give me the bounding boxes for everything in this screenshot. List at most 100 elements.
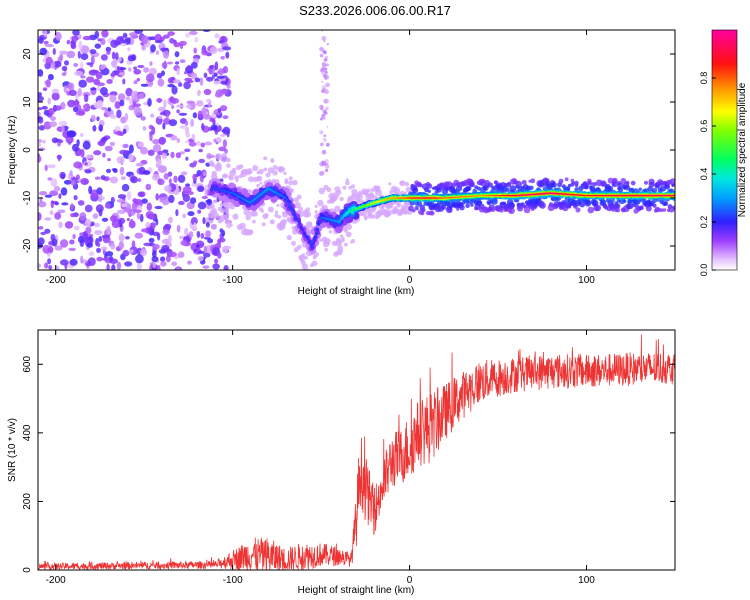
spectrogram-noise-cell: [97, 38, 103, 42]
spectrogram-halo-cell: [466, 186, 472, 191]
spectrogram-noise-cell: [214, 33, 220, 39]
spectrogram-ridge-cell: [491, 194, 494, 197]
snr-xtick-label: 0: [407, 575, 413, 586]
spectrogram-noise-cell: [87, 233, 94, 237]
spectrogram-ridge-cell: [400, 197, 403, 199]
spectrogram-noise-cell: [203, 245, 208, 254]
spectrogram-halo-cell: [263, 156, 268, 161]
spectrogram-noise-cell: [59, 171, 66, 179]
spectrogram-noise-cell: [141, 45, 146, 51]
spectrogram-noise-cell: [119, 166, 125, 176]
spectrogram-ridge-cell: [293, 213, 296, 216]
spectrogram-noise-cell: [122, 249, 130, 257]
spectrogram-halo-cell: [218, 163, 222, 168]
spectrogram-noise-cell: [106, 51, 111, 55]
spectrogram-halo-cell: [620, 177, 627, 184]
spectrogram-halo-cell: [405, 186, 411, 193]
spectrogram-noise-cell: [193, 248, 198, 253]
spectrogram-noise-cell: [152, 243, 160, 250]
spectrogram-halo-cell: [639, 205, 644, 209]
snr-xtick-label: 100: [578, 575, 595, 586]
spectrogram-halo-cell: [521, 179, 527, 185]
spectrogram-halo-cell: [229, 223, 233, 227]
spectrogram-noise-cell: [96, 256, 103, 262]
spectrogram-ridge-cell: [298, 223, 301, 226]
spectrogram-halo-cell: [478, 200, 483, 205]
spectrogram-noise-cell: [50, 200, 59, 205]
spectrogram-noise-cell: [149, 61, 153, 66]
spectrogram-xlabel: Height of straight line (km): [298, 286, 415, 297]
spectrogram-ridge-cell: [407, 197, 409, 199]
spectrogram-streak-cell: [320, 66, 326, 72]
spectrogram-halo-cell: [627, 202, 634, 209]
spectrogram-noise-cell: [168, 194, 175, 204]
spectrogram-noise-cell: [77, 50, 81, 59]
spectrogram-ridge-cell: [501, 194, 504, 197]
spectrogram-noise-cell: [136, 77, 140, 82]
spectrogram-noise-cell: [137, 64, 145, 69]
spectrogram-halo-cell: [341, 236, 345, 240]
spectrogram-halo-cell: [456, 207, 460, 211]
colorbar-tick-label: 0.0: [699, 264, 709, 277]
spectrogram-noise-cell: [141, 35, 149, 45]
spectrogram-halo-cell: [212, 211, 219, 219]
spectrogram-noise-cell: [51, 238, 58, 247]
spectrogram-noise-cell: [217, 107, 221, 114]
spectrogram-ridge-cell: [663, 194, 666, 197]
spectrogram-ridge-cell: [424, 197, 426, 199]
spectrogram-halo-cell: [276, 203, 280, 207]
spectrogram-halo-cell: [228, 175, 234, 181]
spectrogram-noise-cell: [61, 72, 67, 76]
spectrogram-noise-cell: [176, 68, 180, 76]
figure-title: S233.2026.006.06.00.R17: [299, 3, 451, 18]
spectrogram-noise-cell: [192, 173, 198, 182]
spectrogram-halo-cell: [294, 202, 301, 209]
spectrogram-noise-cell: [168, 119, 178, 127]
spectrogram-noise-cell: [77, 235, 85, 244]
spectrogram-noise-cell: [168, 251, 177, 257]
spectrogram-noise-cell: [38, 226, 44, 230]
spectrogram-ridge-cell: [313, 235, 318, 239]
spectrogram-noise-cell: [84, 162, 88, 166]
spectrogram-halo-cell: [239, 222, 246, 230]
spectrogram-ridge-cell: [290, 207, 292, 210]
spectrogram-noise-cell: [101, 30, 109, 38]
spectrogram-noise-cell: [96, 187, 103, 195]
spectrogram-ridge-cell: [292, 211, 295, 214]
spectrogram-noise-cell: [109, 258, 118, 265]
spectrogram-noise-cell: [95, 204, 104, 213]
spectrogram-halo-cell: [288, 176, 293, 181]
spectrogram-noise-cell: [128, 144, 134, 154]
spectrogram-ridge-cell: [589, 194, 592, 197]
spectrogram-halo-cell: [298, 206, 303, 212]
spectrogram-noise-cell: [116, 109, 122, 119]
spectrogram-noise-cell: [156, 159, 162, 167]
spectrogram-noise-cell: [106, 79, 113, 84]
spectrogram-noise-cell: [207, 238, 214, 244]
spectrogram-ridge-cell: [634, 194, 636, 197]
spectrogram-ridge-cell: [296, 219, 299, 222]
spectrogram-halo-cell: [305, 268, 310, 270]
spectrogram-halo-cell: [318, 187, 326, 195]
spectrogram-noise-cell: [205, 98, 211, 104]
spectrogram-noise-cell: [101, 136, 108, 142]
spectrogram-noise-cell: [79, 212, 87, 221]
spectrogram-halo-cell: [669, 178, 675, 185]
spectrogram-ridge-cell: [653, 194, 655, 197]
spectrogram-noise-cell: [110, 72, 116, 77]
spectrogram-noise-cell: [203, 88, 212, 96]
spectrogram-ridge-cell: [617, 194, 619, 197]
spectrogram-noise-cell: [121, 203, 128, 208]
spectrogram-streak-cell: [323, 58, 328, 62]
spectrogram-ridge-cell: [622, 194, 625, 197]
spectrogram-noise-cell: [127, 55, 135, 62]
spectrogram-noise-cell: [202, 217, 206, 225]
spectrogram-halo-cell: [413, 186, 418, 191]
spectrogram-noise-cell: [74, 98, 79, 108]
spectrogram-ridge-cell: [409, 197, 411, 199]
spectrogram-ridge-cell: [645, 194, 648, 197]
spectrogram-halo-cell: [574, 180, 579, 186]
spectrogram-halo-cell: [310, 225, 314, 229]
spectrogram-noise-cell: [163, 99, 167, 108]
colorbar-tick-label: 0.4: [699, 168, 709, 181]
